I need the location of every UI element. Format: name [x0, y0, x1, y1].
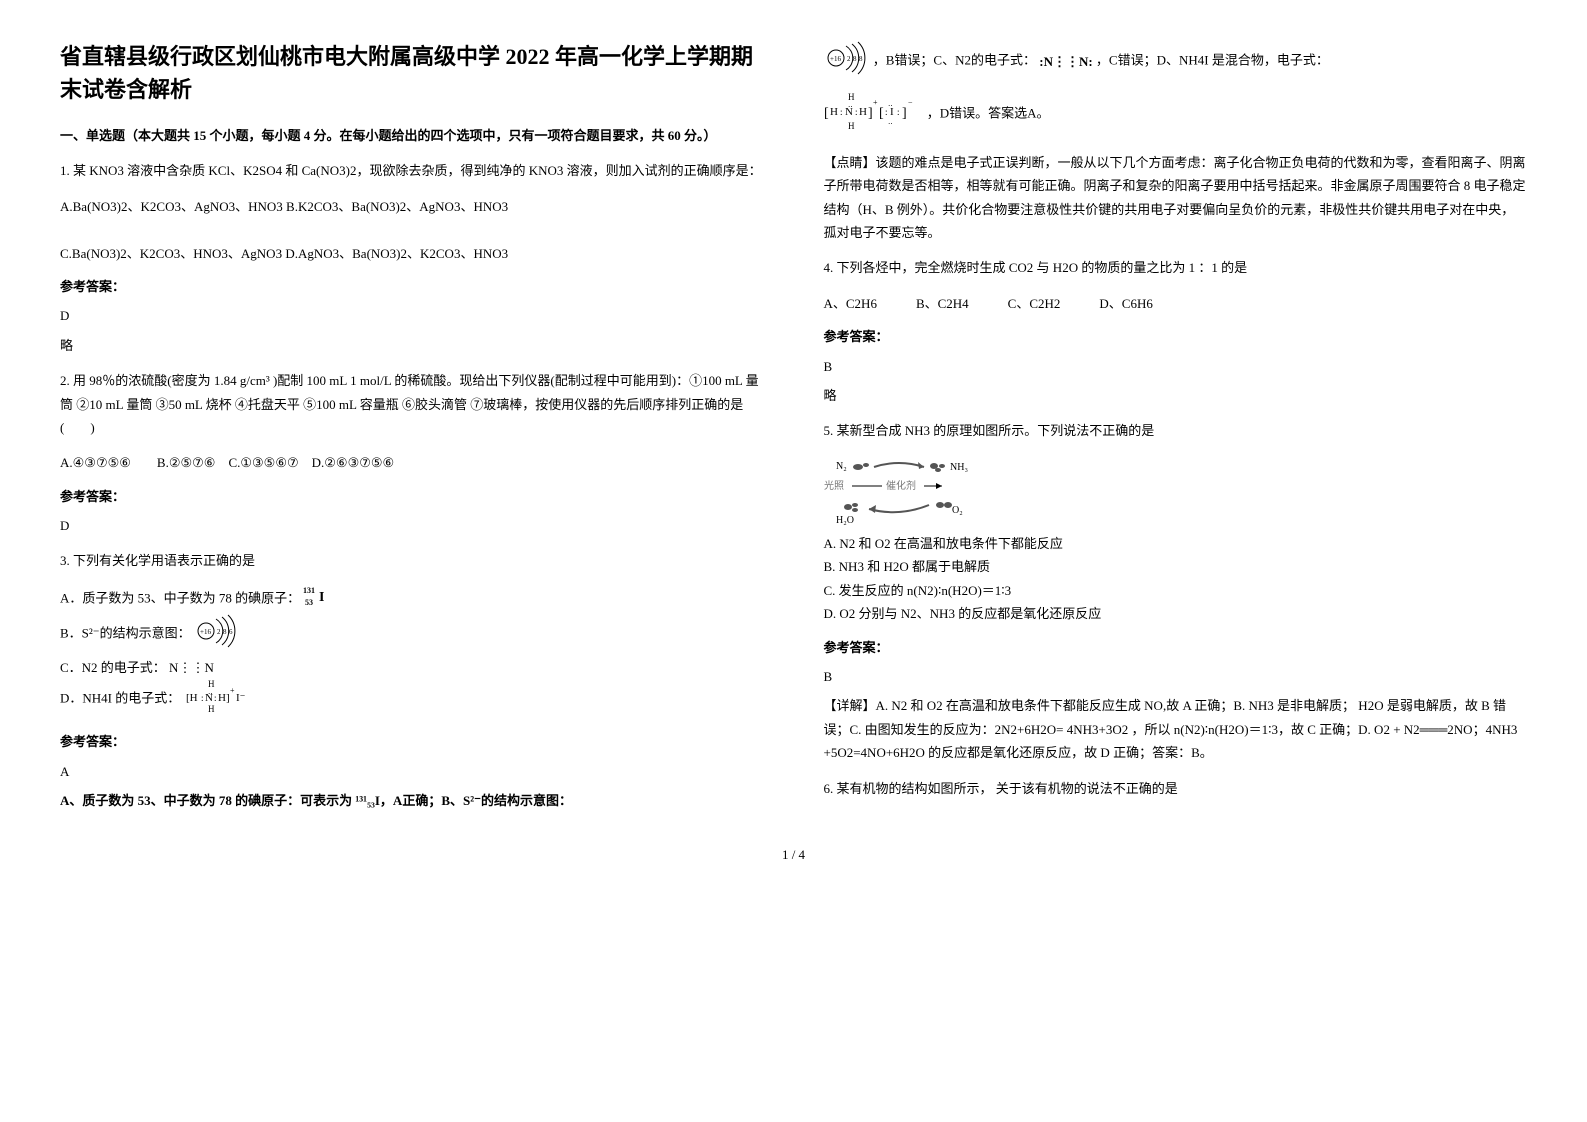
- svg-text: 8: [223, 628, 227, 636]
- svg-text: [: [824, 106, 829, 121]
- svg-text: +16: [200, 628, 211, 636]
- svg-text: +: [873, 98, 878, 107]
- q1-brief: 略: [60, 334, 764, 357]
- question-3: 3. 下列有关化学用语表示正确的是: [60, 549, 764, 572]
- svg-text: ‥: [888, 118, 893, 126]
- svg-text: :: [201, 693, 204, 703]
- q1-options-ab: A.Ba(NO3)2、K2CO3、AgNO3、HNO3 B.K2CO3、Ba(N…: [60, 195, 764, 218]
- atom-shell-s2minus-icon: +16 2 8 8: [824, 40, 870, 83]
- page-title: 省直辖县级行政区划仙桃市电大附属高级中学 2022 年高一化学上学期期末试卷含解…: [60, 40, 764, 106]
- svg-text: 8: [853, 55, 857, 63]
- q3d-text: D．NH4I 的电子式：: [60, 691, 180, 706]
- q5-diagram: N₂ NH₃ 光照 催化剂: [824, 455, 1528, 532]
- svg-text: [H: [186, 692, 198, 704]
- q3-opt-a: A．质子数为 53、中子数为 78 的碘原子： 131 53 I: [60, 585, 764, 614]
- svg-text: :: [214, 693, 217, 703]
- svg-text: +16: [830, 55, 841, 63]
- q3-opt-d: D．NH4I 的电子式： H [H : N : H] + I⁻ H ‥: [60, 679, 764, 720]
- q3-opt-b: B．S²⁻的结构示意图： +16 2 8 6: [60, 614, 764, 655]
- svg-text: H: [830, 106, 838, 118]
- svg-text: 6: [229, 628, 233, 636]
- q4-options: A、C2H6 B、C2H4 C、C2H2 D、C6H6: [824, 292, 1528, 315]
- question-2: 2. 用 98％的浓硫酸(密度为 1.84 g/cm³ )配制 100 mL 1…: [60, 369, 764, 439]
- svg-text: N₂: [836, 461, 847, 472]
- nh4i-lewis-icon: H [H : N : H] + I⁻ H ‥: [184, 679, 254, 720]
- q5-opt-c: C. 发生反应的 n(N2)∶n(H2O)＝1∶3: [824, 579, 1528, 602]
- svg-text: H: [848, 121, 855, 131]
- q2-options: A.④③⑦⑤⑥ B.②⑤⑦⑥ C.①③⑤⑥⑦ D.②⑥③⑦⑤⑥: [60, 451, 764, 474]
- svg-text: :: [885, 107, 888, 117]
- svg-text: H: [859, 106, 867, 118]
- svg-text: 8: [859, 55, 863, 63]
- atom-shell-icon: +16 2 8 6: [194, 614, 238, 655]
- svg-text: −: [908, 98, 913, 107]
- n2-lewis-icon: :N⋮⋮N:: [1039, 50, 1092, 73]
- svg-text: I⁻: [236, 692, 246, 704]
- section-heading: 一、单选题（本大题共 15 个小题，每小题 4 分。在每小题给出的四个选项中，只…: [60, 124, 764, 147]
- svg-text: 53: [305, 598, 313, 607]
- answer-label: 参考答案：: [824, 325, 1528, 348]
- q5-opt-b: B. NH3 和 H2O 都属于电解质: [824, 555, 1528, 578]
- svg-text: H: [208, 704, 215, 713]
- svg-text: 2: [847, 55, 851, 63]
- q5-opt-d: D. O2 分别与 N2、NH3 的反应都是氧化还原反应: [824, 602, 1528, 625]
- svg-text: ]: [902, 106, 907, 121]
- svg-text: H]: [218, 692, 230, 704]
- q5-answer: B: [824, 665, 1528, 688]
- svg-text: I: [319, 590, 324, 605]
- svg-text: ‥: [848, 101, 853, 109]
- q5-explain: 【详解】A. N2 和 O2 在高温和放电条件下都能反应生成 NO,故 A 正确…: [824, 694, 1528, 764]
- svg-text: :: [897, 107, 900, 117]
- text-span: ，C错误；D、NH4I 是混合物，电子式：: [1096, 53, 1329, 68]
- svg-text: +: [230, 686, 235, 695]
- q3-opt-c: C．N2 的电子式： N⋮⋮N: [60, 656, 764, 679]
- svg-text: ‥: [888, 100, 893, 108]
- answer-label: 参考答案：: [60, 730, 764, 753]
- question-4: 4. 下列各烃中，完全燃烧时生成 CO2 与 H2O 的物质的量之比为 1 ：1…: [824, 256, 1528, 279]
- q3-explain-bold: A、质子数为 53、中子数为 78 的碘原子：可表示为 ¹³¹₅₃I，A正确；B…: [60, 789, 764, 812]
- dianping: 【点睛】该题的难点是电子式正误判断，一般从以下几个方面考虑：离子化合物正负电荷的…: [824, 151, 1528, 245]
- answer-label: 参考答案：: [824, 636, 1528, 659]
- q3b-text: B．S²⁻的结构示意图：: [60, 626, 191, 641]
- svg-text: :: [855, 107, 858, 117]
- q1-answer: D: [60, 304, 764, 327]
- text-span: ，B错误；C、N2的电子式：: [873, 53, 1036, 68]
- text-span: ，D错误。答案选A。: [927, 106, 1050, 121]
- q4-brief: 略: [824, 384, 1528, 407]
- svg-text: ‥: [208, 688, 213, 696]
- nh4i-lewis-full-icon: H [ H : N : H ] + [ : I : ‥ ‥ ] −: [824, 91, 924, 138]
- svg-text: [: [879, 106, 884, 121]
- q3-explain-line2: H [ H : N : H ] + [ : I : ‥ ‥ ] −: [824, 91, 1528, 138]
- q3-answer: A: [60, 760, 764, 783]
- question-1: 1. 某 KNO3 溶液中含杂质 KCl、K2SO4 和 Ca(NO3)2，现欲…: [60, 159, 764, 182]
- question-6: 6. 某有机物的结构如图所示， 关于该有机物的说法不正确的是: [824, 777, 1528, 800]
- q1-options-cd: C.Ba(NO3)2、K2CO3、HNO3、AgNO3 D.AgNO3、Ba(N…: [60, 242, 764, 265]
- svg-text: 催化剂: [886, 479, 916, 492]
- q2-answer: D: [60, 514, 764, 537]
- svg-text: :: [840, 107, 843, 117]
- q5-opt-a: A. N2 和 O2 在高温和放电条件下都能反应: [824, 532, 1528, 555]
- svg-text: 光照: [824, 479, 844, 492]
- nh3-synthesis-diagram-icon: N₂ NH₃ 光照 催化剂: [824, 455, 994, 525]
- svg-text: ]: [868, 106, 873, 121]
- svg-text: NH₃: [950, 462, 968, 473]
- answer-label: 参考答案：: [60, 275, 764, 298]
- q3a-text: A．质子数为 53、中子数为 78 的碘原子：: [60, 591, 300, 606]
- q3-explain-cont: +16 2 8 8 ，B错误；C、N2的电子式： :N⋮⋮N: ，C错误；D、N…: [824, 40, 1528, 83]
- question-5: 5. 某新型合成 NH3 的原理如图所示。下列说法不正确的是: [824, 419, 1528, 442]
- q1-stem: 1. 某 KNO3 溶液中含杂质 KCl、K2SO4 和 Ca(NO3)2，现欲…: [60, 159, 764, 182]
- q4-answer: B: [824, 355, 1528, 378]
- svg-text: 2: [217, 628, 221, 636]
- page-footer: 1 / 4: [60, 843, 1527, 866]
- answer-label: 参考答案：: [60, 485, 764, 508]
- svg-text: O₂: [952, 505, 963, 516]
- svg-text: H₂O: [836, 515, 854, 525]
- iodine-symbol-icon: 131 53 I: [303, 585, 329, 614]
- svg-text: 131: [303, 586, 315, 595]
